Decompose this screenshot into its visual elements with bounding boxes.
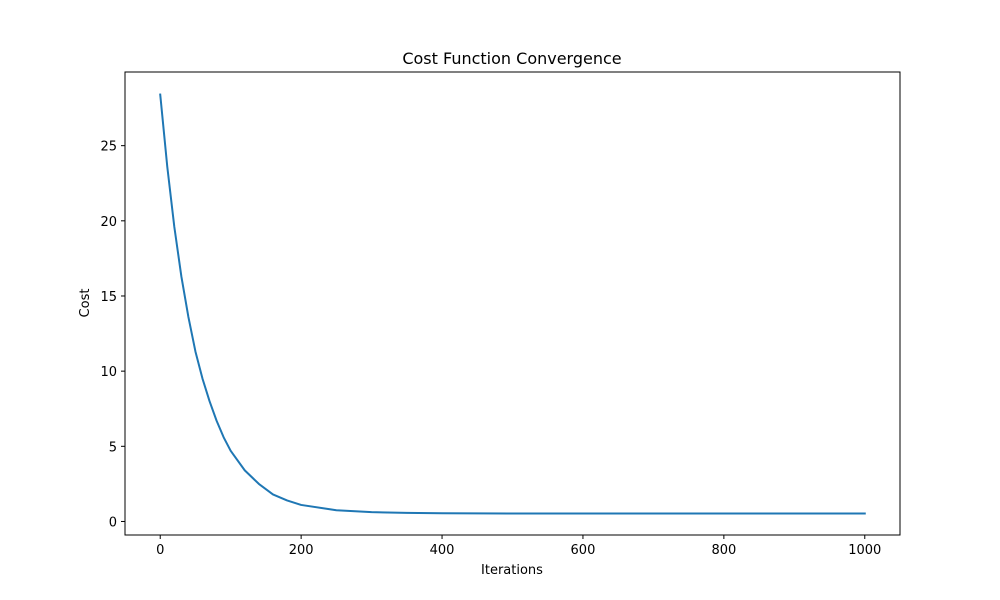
x-tick-label: 200 <box>289 543 314 558</box>
x-tick-label: 0 <box>156 543 164 558</box>
plot-area: 0 200 400 600 800 1000 0 5 10 15 20 25 <box>100 71 901 558</box>
x-tick-label: 800 <box>711 543 736 558</box>
x-tick-label: 600 <box>571 543 596 558</box>
axes-frame <box>124 71 901 536</box>
y-tick-label: 20 <box>100 215 117 230</box>
y-tick-label: 5 <box>109 440 117 455</box>
y-tick-label: 10 <box>100 365 117 380</box>
y-tick-label: 25 <box>100 140 117 155</box>
x-tick-label: 400 <box>430 543 455 558</box>
x-axis-label: Iterations <box>481 563 543 578</box>
y-tick-label: 0 <box>109 515 117 530</box>
y-axis-label: Cost <box>78 289 93 318</box>
x-tick-label: 1000 <box>848 543 881 558</box>
y-tick-label: 15 <box>100 290 117 305</box>
series-line-0 <box>159 93 866 515</box>
chart-title: Cost Function Convergence <box>402 49 621 68</box>
